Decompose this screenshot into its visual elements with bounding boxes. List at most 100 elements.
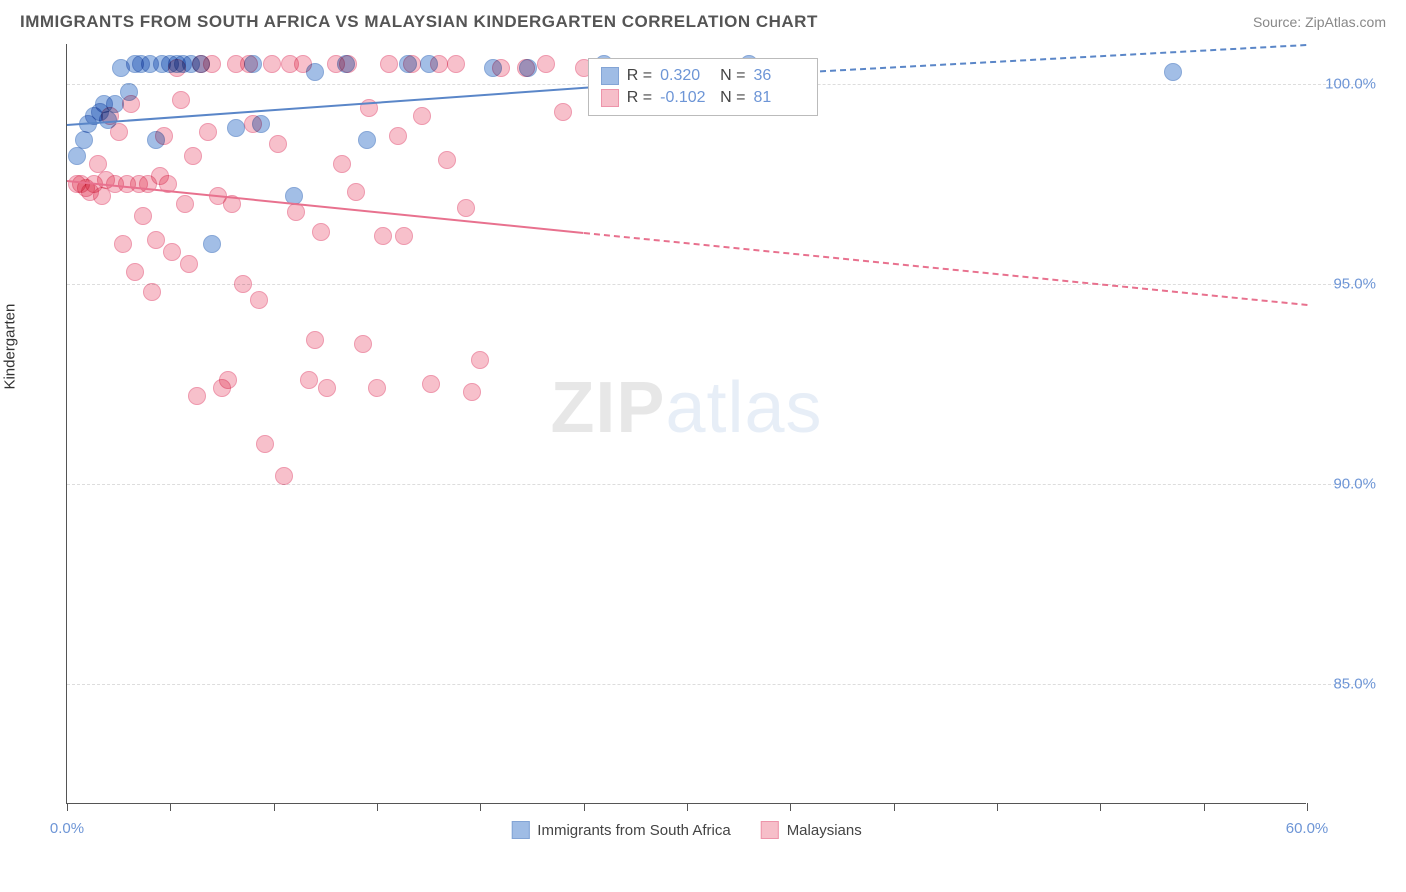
data-point-my — [172, 91, 190, 109]
y-tick-label: 100.0% — [1316, 76, 1376, 93]
r-value: 0.320 — [660, 67, 712, 85]
source-label: Source: — [1253, 14, 1305, 30]
data-point-my — [155, 127, 173, 145]
data-point-my — [492, 59, 510, 77]
data-point-my — [333, 155, 351, 173]
x-tick — [687, 803, 688, 811]
data-point-sa — [68, 147, 86, 165]
data-point-my — [143, 283, 161, 301]
n-label: N = — [720, 67, 745, 85]
data-point-my — [374, 227, 392, 245]
data-point-my — [219, 371, 237, 389]
y-axis-label: Kindergarten — [2, 304, 19, 390]
data-point-my — [339, 55, 357, 73]
chart-title: IMMIGRANTS FROM SOUTH AFRICA VS MALAYSIA… — [20, 12, 818, 32]
data-point-my — [199, 123, 217, 141]
data-point-my — [114, 235, 132, 253]
data-point-my — [184, 147, 202, 165]
trendline-dash — [790, 44, 1307, 74]
data-point-my — [147, 231, 165, 249]
x-tick — [1100, 803, 1101, 811]
plot-wrap: Kindergarten ZIPatlas 85.0%90.0%95.0%100… — [20, 44, 1386, 804]
data-point-my — [554, 103, 572, 121]
r-label: R = — [627, 89, 652, 107]
data-point-my — [256, 435, 274, 453]
data-point-my — [517, 59, 535, 77]
stats-row-my: R =-0.102N =81 — [601, 87, 806, 109]
x-tick-label: 0.0% — [50, 820, 84, 837]
n-value: 36 — [753, 67, 805, 85]
r-label: R = — [627, 67, 652, 85]
data-point-my — [537, 55, 555, 73]
x-tick — [894, 803, 895, 811]
watermark: ZIPatlas — [550, 367, 822, 449]
data-point-my — [463, 383, 481, 401]
data-point-my — [368, 379, 386, 397]
data-point-my — [126, 263, 144, 281]
source-name: ZipAtlas.com — [1305, 14, 1386, 30]
data-point-sa — [227, 119, 245, 137]
data-point-my — [250, 291, 268, 309]
x-tick — [67, 803, 68, 811]
title-bar: IMMIGRANTS FROM SOUTH AFRICA VS MALAYSIA… — [0, 0, 1406, 40]
data-point-my — [447, 55, 465, 73]
data-point-my — [188, 387, 206, 405]
trendline-dash — [584, 232, 1308, 306]
data-point-my — [163, 243, 181, 261]
data-point-my — [110, 123, 128, 141]
legend-label: Immigrants from South Africa — [537, 822, 730, 839]
data-point-my — [269, 135, 287, 153]
gridline-h — [67, 684, 1366, 685]
data-point-my — [413, 107, 431, 125]
data-point-my — [389, 127, 407, 145]
data-point-my — [244, 115, 262, 133]
x-tick — [790, 803, 791, 811]
data-point-my — [403, 55, 421, 73]
data-point-my — [300, 371, 318, 389]
data-point-my — [312, 223, 330, 241]
x-tick — [377, 803, 378, 811]
data-point-my — [275, 467, 293, 485]
data-point-my — [457, 199, 475, 217]
data-point-sa — [1164, 63, 1182, 81]
scatter-plot: ZIPatlas 85.0%90.0%95.0%100.0%0.0%60.0%R… — [66, 44, 1306, 804]
x-tick — [480, 803, 481, 811]
x-tick — [274, 803, 275, 811]
y-tick-label: 85.0% — [1316, 676, 1376, 693]
data-point-my — [347, 183, 365, 201]
watermark-zip: ZIP — [550, 368, 665, 448]
data-point-my — [234, 275, 252, 293]
data-point-my — [306, 331, 324, 349]
series-legend: Immigrants from South Africa Malaysians — [511, 821, 861, 839]
x-tick — [170, 803, 171, 811]
legend-item-sa: Immigrants from South Africa — [511, 821, 730, 839]
n-value: 81 — [753, 89, 805, 107]
stats-legend: R =0.320N =36R =-0.102N =81 — [588, 58, 819, 116]
data-point-my — [134, 207, 152, 225]
data-point-sa — [358, 131, 376, 149]
swatch-sa — [601, 67, 619, 85]
swatch-sa — [511, 821, 529, 839]
data-point-my — [430, 55, 448, 73]
x-tick — [1204, 803, 1205, 811]
swatch-my — [761, 821, 779, 839]
data-point-my — [180, 255, 198, 273]
r-value: -0.102 — [660, 89, 712, 107]
x-tick — [1307, 803, 1308, 811]
legend-label: Malaysians — [787, 822, 862, 839]
data-point-my — [263, 55, 281, 73]
x-tick-label: 60.0% — [1286, 820, 1329, 837]
data-point-my — [380, 55, 398, 73]
data-point-my — [294, 55, 312, 73]
data-point-my — [354, 335, 372, 353]
x-tick — [997, 803, 998, 811]
watermark-atlas: atlas — [665, 368, 822, 448]
data-point-my — [203, 55, 221, 73]
data-point-my — [438, 151, 456, 169]
data-point-my — [122, 95, 140, 113]
data-point-sa — [75, 131, 93, 149]
legend-item-my: Malaysians — [761, 821, 862, 839]
data-point-my — [471, 351, 489, 369]
data-point-my — [240, 55, 258, 73]
swatch-my — [601, 89, 619, 107]
